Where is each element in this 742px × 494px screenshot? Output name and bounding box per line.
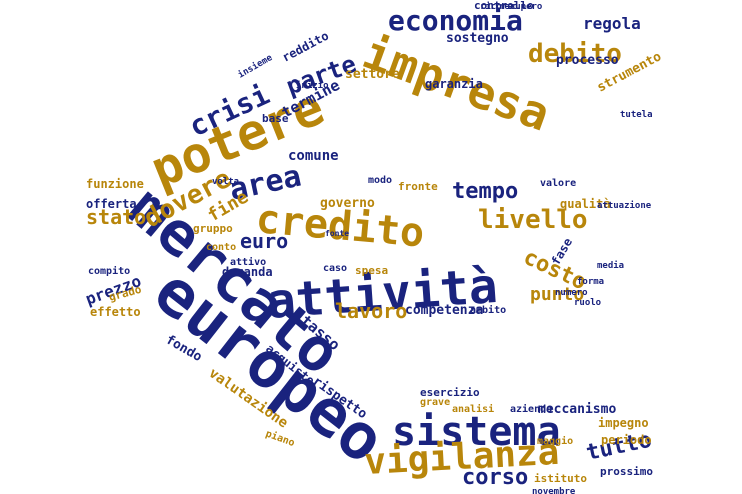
word: governo <box>320 196 375 211</box>
word: controllo <box>474 0 534 12</box>
word: azienda <box>510 403 552 415</box>
word: valore <box>540 178 576 189</box>
word: debito <box>528 39 622 69</box>
word: qualità <box>560 197 611 211</box>
word: gruppo <box>193 222 233 235</box>
word: fonte <box>325 229 349 238</box>
word: numero <box>555 288 588 298</box>
word: vigilanza <box>363 432 560 483</box>
word: ruolo <box>574 298 601 308</box>
word: domanda <box>222 265 273 279</box>
word: effetto <box>90 305 141 319</box>
word: ambito <box>470 304 506 316</box>
word: novembre <box>532 487 576 494</box>
word: economia <box>388 4 523 37</box>
word: grave <box>420 397 450 408</box>
word: modo <box>368 175 392 186</box>
word: livello <box>478 205 588 235</box>
word: offerta <box>86 197 137 211</box>
word: base <box>262 112 289 125</box>
word: conto <box>206 242 236 253</box>
word: lavoro <box>335 299 407 323</box>
word: funzione <box>86 177 144 191</box>
word: inizio <box>296 80 329 91</box>
word: volta <box>212 177 239 187</box>
word: fronte <box>398 180 438 193</box>
word: insieme <box>236 52 275 81</box>
word: garanzia <box>425 77 483 91</box>
word: competenza <box>405 303 483 318</box>
word: punto <box>530 284 584 305</box>
word: processo <box>556 53 619 68</box>
word: regola <box>583 14 641 33</box>
word: compito <box>88 265 130 277</box>
word: caso <box>323 263 347 274</box>
word: sostegno <box>446 31 509 46</box>
word: euro <box>240 229 288 253</box>
word: spesa <box>355 264 388 277</box>
word: analisi <box>452 403 494 415</box>
word: tempo <box>452 179 518 204</box>
word: stato <box>86 205 146 229</box>
word: impegno <box>598 416 649 430</box>
word: tutela <box>620 110 653 120</box>
word: prossimo <box>600 465 653 478</box>
word: esercizio <box>420 386 480 399</box>
word: settore <box>345 67 400 82</box>
word: istituto <box>534 472 587 485</box>
word: ricorso <box>480 1 518 12</box>
word: sistema <box>392 409 561 455</box>
word: meccanismo <box>538 402 616 417</box>
word: maggio <box>537 435 573 447</box>
word: fase <box>548 235 575 267</box>
word: recupero <box>499 2 542 12</box>
word: forma <box>577 277 604 287</box>
word: attivo <box>230 256 266 268</box>
word: corso <box>462 465 528 490</box>
word: media <box>597 260 624 271</box>
word: attuazione <box>597 200 652 211</box>
word: comune <box>288 148 339 164</box>
word: periodo <box>601 433 652 447</box>
